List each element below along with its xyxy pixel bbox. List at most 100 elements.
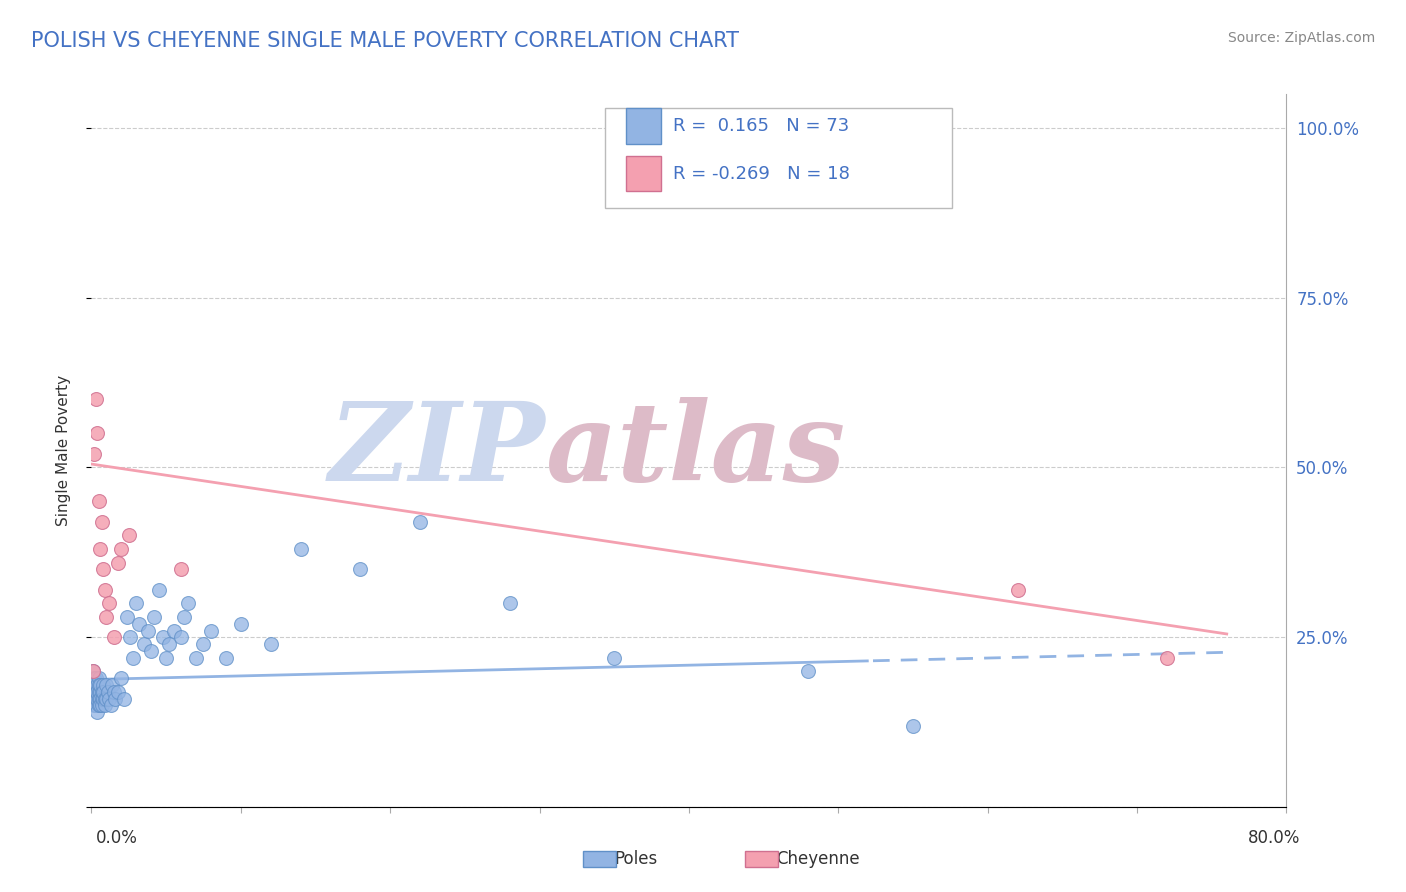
Point — [1007, 582, 1029, 597]
Point — [86, 678, 108, 692]
Point — [901, 719, 924, 733]
Point — [89, 678, 111, 692]
Point — [87, 691, 110, 706]
Point — [107, 556, 129, 570]
Point — [84, 691, 107, 706]
Point — [97, 684, 120, 698]
Point — [84, 671, 107, 685]
Point — [193, 637, 215, 651]
Point — [177, 596, 200, 610]
Point — [157, 637, 180, 651]
Point — [110, 671, 132, 685]
Point — [86, 684, 108, 698]
Text: R = -0.269   N = 18: R = -0.269 N = 18 — [673, 165, 851, 183]
Point — [90, 684, 112, 698]
Point — [86, 705, 108, 719]
Point — [200, 624, 222, 638]
Point — [349, 562, 371, 576]
Point — [84, 698, 107, 713]
Point — [290, 541, 312, 556]
Point — [173, 610, 195, 624]
Point — [259, 637, 281, 651]
Point — [103, 631, 125, 645]
Point — [98, 596, 121, 610]
Point — [94, 698, 117, 713]
Text: 0.0%: 0.0% — [96, 829, 138, 847]
Point — [94, 582, 117, 597]
Text: 80.0%: 80.0% — [1249, 829, 1301, 847]
Point — [89, 698, 111, 713]
Point — [96, 678, 118, 692]
Point — [122, 650, 145, 665]
Point — [141, 644, 163, 658]
Point — [128, 616, 150, 631]
Point — [90, 691, 112, 706]
Point — [162, 624, 184, 638]
Point — [82, 665, 104, 679]
Point — [125, 596, 148, 610]
Point — [89, 691, 111, 706]
Point — [84, 684, 107, 698]
Point — [100, 698, 122, 713]
Point — [90, 698, 112, 713]
Point — [215, 650, 238, 665]
Point — [155, 650, 177, 665]
Text: ZIP: ZIP — [329, 397, 546, 504]
Point — [110, 541, 132, 556]
Point — [118, 528, 141, 542]
Point — [96, 691, 118, 706]
Text: POLISH VS CHEYENNE SINGLE MALE POVERTY CORRELATION CHART: POLISH VS CHEYENNE SINGLE MALE POVERTY C… — [31, 31, 740, 51]
Point — [409, 515, 432, 529]
Point — [83, 678, 105, 692]
Point — [184, 650, 207, 665]
Text: Cheyenne: Cheyenne — [776, 850, 859, 868]
Point — [120, 631, 142, 645]
Point — [103, 684, 125, 698]
Point — [87, 678, 110, 692]
Text: atlas: atlas — [546, 397, 846, 504]
Point — [96, 610, 118, 624]
FancyBboxPatch shape — [626, 108, 661, 144]
Point — [797, 665, 820, 679]
Point — [87, 494, 110, 508]
Text: Source: ZipAtlas.com: Source: ZipAtlas.com — [1227, 31, 1375, 45]
Point — [93, 562, 115, 576]
Point — [87, 684, 110, 698]
Point — [83, 671, 105, 685]
Point — [603, 650, 626, 665]
Point — [93, 684, 115, 698]
Point — [83, 447, 105, 461]
Point — [112, 691, 135, 706]
Point — [115, 610, 138, 624]
Point — [152, 631, 174, 645]
Point — [1156, 650, 1178, 665]
Point — [84, 392, 107, 407]
Point — [90, 515, 112, 529]
Point — [83, 698, 105, 713]
Point — [87, 698, 110, 713]
Point — [82, 691, 104, 706]
Point — [86, 426, 108, 441]
Point — [148, 582, 170, 597]
Y-axis label: Single Male Poverty: Single Male Poverty — [56, 375, 70, 526]
Point — [104, 691, 127, 706]
Text: Poles: Poles — [614, 850, 658, 868]
Point — [93, 691, 115, 706]
Point — [93, 678, 115, 692]
Point — [170, 562, 193, 576]
Point — [87, 671, 110, 685]
Point — [86, 691, 108, 706]
Point — [82, 678, 104, 692]
FancyBboxPatch shape — [626, 156, 661, 192]
Point — [170, 631, 193, 645]
Point — [101, 678, 124, 692]
Point — [229, 616, 252, 631]
Point — [82, 665, 104, 679]
Point — [143, 610, 166, 624]
Point — [98, 691, 121, 706]
Text: R =  0.165   N = 73: R = 0.165 N = 73 — [673, 117, 849, 135]
Point — [107, 684, 129, 698]
Point — [132, 637, 155, 651]
Point — [136, 624, 159, 638]
Point — [499, 596, 522, 610]
